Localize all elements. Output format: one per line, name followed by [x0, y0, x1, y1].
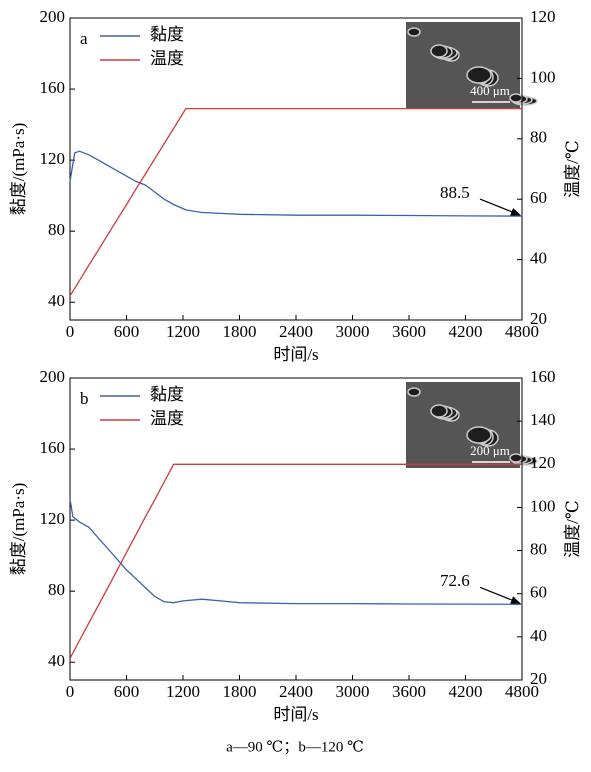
- y-tick-label: 160: [40, 78, 66, 97]
- y2-tick-label: 20: [530, 309, 547, 328]
- inset-texture: [407, 27, 421, 37]
- x-tick-label: 0: [66, 682, 75, 701]
- x-tick-label: 4800: [505, 682, 539, 701]
- x-tick-label: 600: [114, 682, 140, 701]
- series-line: [69, 150, 523, 217]
- x-tick-label: 1800: [223, 322, 257, 341]
- x-tick-label: 3000: [336, 322, 370, 341]
- y-tick-label: 40: [48, 651, 65, 670]
- x-tick-label: 4800: [505, 322, 539, 341]
- y2-tick-label: 140: [530, 410, 556, 429]
- y-tick-label: 120: [40, 509, 66, 528]
- inset-texture: [407, 387, 421, 397]
- inset-texture: [466, 66, 492, 84]
- x-tick-label: 3600: [392, 322, 426, 341]
- y2-axis-label: 温度/℃: [563, 140, 582, 198]
- annotation-arrow: [479, 198, 521, 216]
- caption: a—90 ℃；b—120 ℃: [226, 739, 364, 755]
- inset-texture: [466, 426, 492, 444]
- inset-texture: [509, 453, 523, 463]
- y-tick-label: 200: [40, 7, 66, 26]
- x-tick-label: 2400: [279, 322, 313, 341]
- x-tick-label: 3000: [336, 682, 370, 701]
- x-tick-label: 1200: [166, 322, 200, 341]
- annotation: 72.6: [440, 571, 470, 590]
- annotation: 88.5: [440, 183, 470, 202]
- x-tick-label: 600: [114, 322, 140, 341]
- annotation-arrow: [479, 586, 521, 604]
- y2-tick-label: 40: [530, 626, 547, 645]
- x-tick-label: 4200: [449, 322, 483, 341]
- legend-label: 黏度: [150, 25, 184, 44]
- y-axis-label: 黏度/(mPa·s): [9, 483, 28, 576]
- y2-axis-label: 温度/℃: [563, 500, 582, 558]
- y2-tick-label: 160: [530, 367, 556, 386]
- inset-image: [406, 382, 520, 468]
- x-tick-label: 1200: [166, 682, 200, 701]
- y2-tick-label: 100: [530, 67, 556, 86]
- panel-label: b: [80, 389, 89, 408]
- inset-texture: [430, 404, 448, 418]
- x-tick-label: 0: [66, 322, 75, 341]
- y2-tick-label: 80: [530, 539, 547, 558]
- panel-label: a: [80, 29, 88, 48]
- legend-label: 温度: [150, 49, 184, 68]
- series-line: [69, 498, 523, 605]
- y-tick-label: 200: [40, 367, 66, 386]
- x-tick-label: 3600: [392, 682, 426, 701]
- inset-image: [406, 22, 520, 108]
- inset-scale: 400 μm: [470, 83, 510, 98]
- y-tick-label: 120: [40, 149, 66, 168]
- legend-label: 黏度: [150, 385, 184, 404]
- x-axis-label: 时间/s: [273, 705, 318, 724]
- x-tick-label: 2400: [279, 682, 313, 701]
- y2-tick-label: 120: [530, 453, 556, 472]
- inset-texture: [430, 44, 448, 58]
- y2-tick-label: 100: [530, 496, 556, 515]
- y2-tick-label: 60: [530, 583, 547, 602]
- x-tick-label: 1800: [223, 682, 257, 701]
- y-tick-label: 160: [40, 438, 66, 457]
- y2-tick-label: 60: [530, 188, 547, 207]
- series-line: [69, 463, 522, 659]
- y2-tick-label: 20: [530, 669, 547, 688]
- y-tick-label: 80: [48, 580, 65, 599]
- y2-tick-label: 40: [530, 249, 547, 268]
- y-tick-label: 80: [48, 220, 65, 239]
- x-axis-label: 时间/s: [273, 345, 318, 364]
- series-line: [69, 107, 522, 297]
- y2-tick-label: 120: [530, 7, 556, 26]
- x-tick-label: 4200: [449, 682, 483, 701]
- legend-label: 温度: [150, 409, 184, 428]
- inset-texture: [509, 93, 523, 103]
- y-axis-label: 黏度/(mPa·s): [9, 123, 28, 216]
- y2-tick-label: 80: [530, 128, 547, 147]
- inset-scale: 200 μm: [470, 443, 510, 458]
- y-tick-label: 40: [48, 291, 65, 310]
